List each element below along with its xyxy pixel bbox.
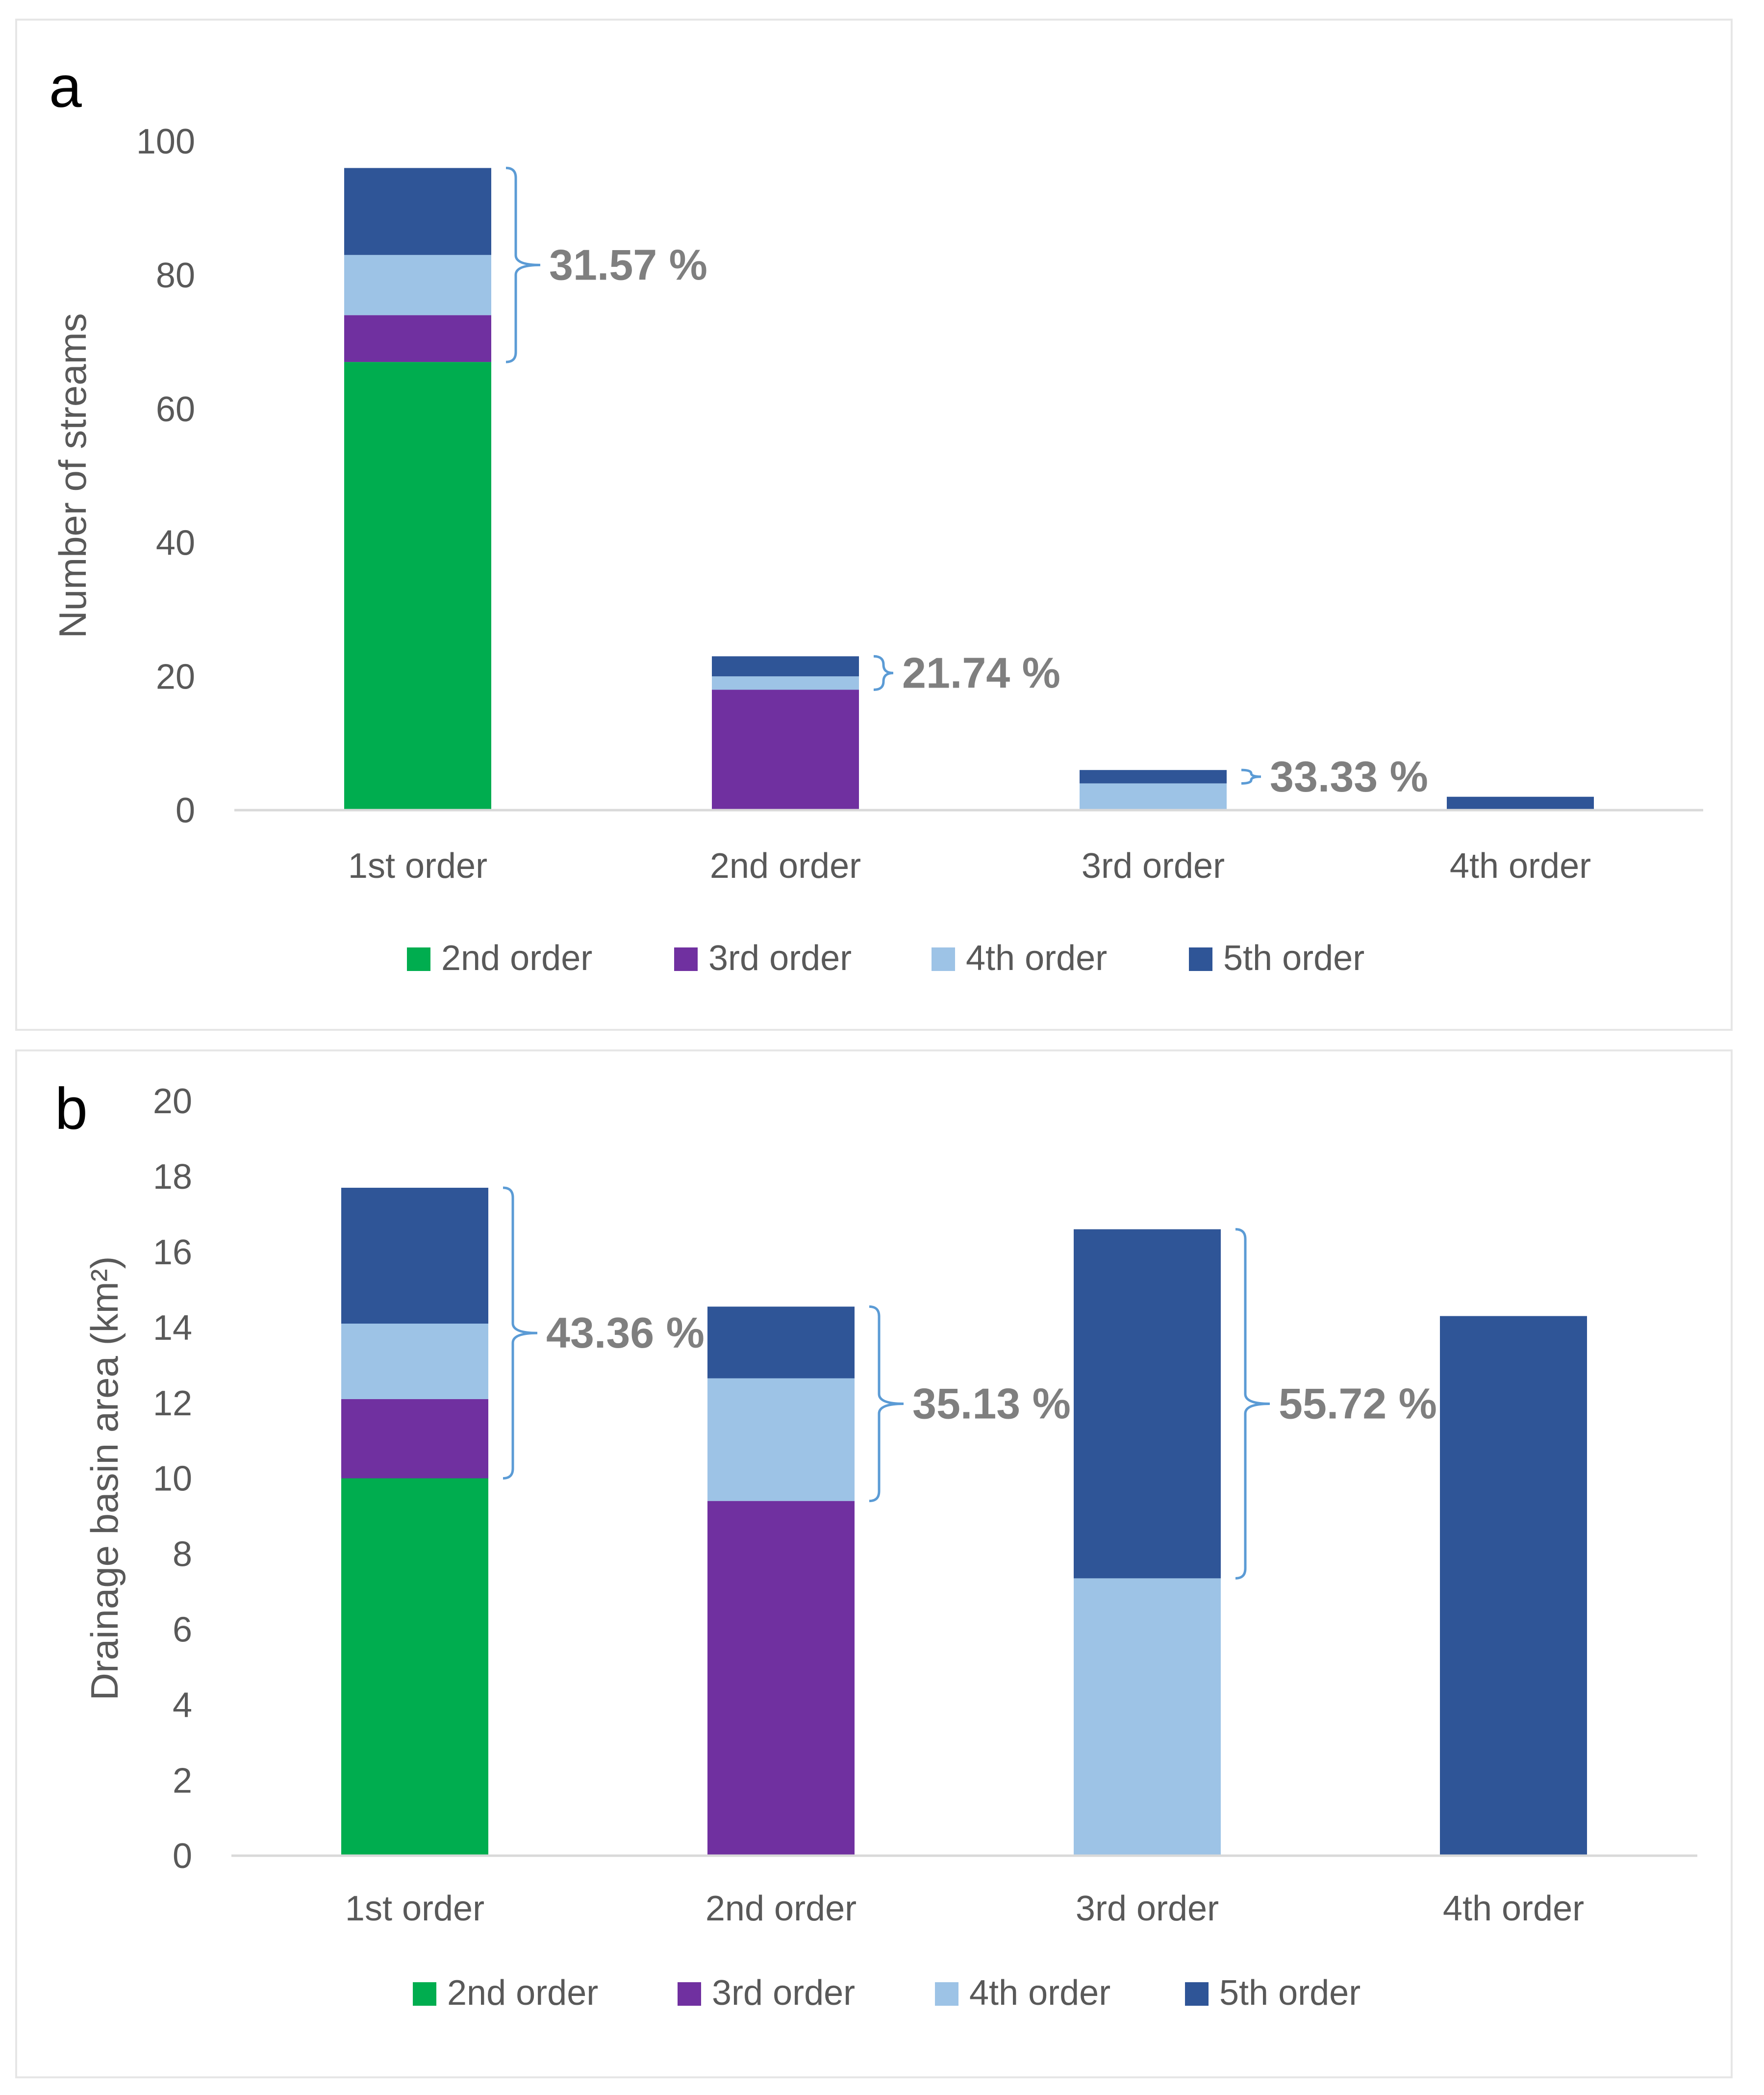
chart-b-legend-label-5th-order: 5th order: [1219, 1973, 1361, 2013]
chart-a-panel-border: [15, 19, 1733, 1031]
chart-b-bar-2nd-order-5th-order: [707, 1306, 855, 1379]
chart-b-panel-label: b: [55, 1076, 88, 1142]
chart-b-y-tick-label: 2: [173, 1761, 192, 1800]
chart-a-bar-2nd-order-5th-order: [712, 656, 859, 677]
chart-b-bar-1st-order-2nd-order: [341, 1478, 488, 1856]
chart-a-bar-1st-order-4th-order: [344, 255, 491, 315]
chart-b-bar-1st-order-4th-order: [341, 1324, 488, 1399]
chart-b-x-tick-label: 2nd order: [706, 1889, 857, 1928]
chart-a-legend-swatch-2nd-order: [407, 947, 430, 971]
chart-a-y-tick-label: 40: [156, 524, 195, 563]
chart-b-annotation-brace: [869, 1305, 904, 1503]
chart-b-bar-4th-order-5th-order: [1440, 1316, 1587, 1856]
chart-a-y-tick-label: 0: [176, 791, 195, 830]
chart-a-legend-swatch-4th-order: [932, 947, 955, 971]
chart-b-legend-swatch-4th-order: [935, 1982, 958, 2006]
chart-a-legend-swatch-3rd-order: [674, 947, 698, 971]
chart-b-annotation-label: 55.72 %: [1279, 1380, 1437, 1428]
chart-b-bar-2nd-order-3rd-order: [707, 1501, 855, 1856]
chart-b-y-tick-label: 12: [153, 1384, 192, 1423]
chart-a-x-tick-label: 2nd order: [710, 846, 861, 886]
chart-b-y-tick-label: 6: [173, 1610, 192, 1650]
chart-a-x-tick-label: 1st order: [348, 846, 487, 886]
chart-b-y-axis-label: Drainage basin area (km²): [83, 1256, 126, 1700]
chart-a-annotation-label: 31.57 %: [549, 240, 707, 289]
chart-a-y-tick-label: 60: [156, 390, 195, 429]
chart-b-annotation-brace: [1235, 1228, 1270, 1580]
chart-b-annotation-brace: [503, 1186, 538, 1480]
chart-b-y-tick-label: 14: [153, 1308, 192, 1348]
chart-b-bar-1st-order-5th-order: [341, 1187, 488, 1324]
chart-a-bar-1st-order-5th-order: [344, 168, 491, 255]
chart-a-annotation-brace: [1241, 768, 1261, 785]
chart-b-legend-label-3rd-order: 3rd order: [712, 1973, 855, 2013]
chart-a-annotation-label: 33.33 %: [1270, 752, 1428, 801]
chart-a-bar-3rd-order-4th-order: [1080, 783, 1227, 810]
chart-b-y-tick-label: 4: [173, 1686, 192, 1725]
chart-a-panel: a 0 20 40 60 80 100 Number of streams 1st order 2…: [15, 19, 1733, 1031]
chart-b-bar-3rd-order-4th-order: [1074, 1578, 1221, 1856]
chart-a-annotation-brace: [873, 655, 894, 691]
chart-a-legend-label-2nd-order: 2nd order: [441, 939, 592, 978]
chart-a-annotation-label: 21.74 %: [902, 648, 1060, 697]
chart-b-bar-3rd-order-5th-order: [1074, 1229, 1221, 1579]
chart-b-legend-swatch-3rd-order: [678, 1982, 701, 2006]
chart-a-bar-4th-order-5th-order: [1447, 796, 1594, 810]
chart-a-y-tick-label: 100: [136, 122, 195, 161]
chart-a-bar-1st-order-3rd-order: [344, 315, 491, 362]
chart-b-x-tick-label: 4th order: [1443, 1889, 1584, 1928]
chart-a-legend-label-4th-order: 4th order: [966, 939, 1107, 978]
chart-a-bar-2nd-order-4th-order: [712, 676, 859, 690]
chart-a-bar-1st-order-2nd-order: [344, 362, 491, 810]
chart-b-bar-1st-order-3rd-order: [341, 1399, 488, 1479]
chart-a-bar-3rd-order-5th-order: [1080, 770, 1227, 784]
chart-a-y-tick-label: 80: [156, 256, 195, 295]
chart-a-legend-label-3rd-order: 3rd order: [708, 939, 852, 978]
chart-a-x-tick-label: 3rd order: [1082, 846, 1225, 886]
chart-b-bar-2nd-order-4th-order: [707, 1378, 855, 1501]
chart-a-annotation-brace: [505, 167, 541, 363]
chart-a-legend-swatch-5th-order: [1189, 947, 1212, 971]
chart-b-x-tick-label: 3rd order: [1076, 1889, 1219, 1928]
chart-b-y-tick-label: 18: [153, 1157, 192, 1197]
chart-b-y-tick-label: 10: [153, 1459, 192, 1499]
chart-b-y-tick-label: 0: [173, 1837, 192, 1876]
chart-b-panel: b 0 2 4 6 8 10 12 14 16 18 20 Drainage basin area (k…: [15, 1049, 1733, 2078]
chart-b-legend-swatch-2nd-order: [413, 1982, 436, 2006]
chart-b-x-tick-label: 1st order: [345, 1889, 484, 1928]
chart-a-legend-label-5th-order: 5th order: [1223, 939, 1364, 978]
chart-b-legend-label-4th-order: 4th order: [969, 1973, 1110, 2013]
chart-a-x-tick-label: 4th order: [1450, 846, 1591, 886]
chart-b-y-tick-label: 8: [173, 1535, 192, 1574]
chart-b-y-tick-label: 16: [153, 1233, 192, 1272]
chart-a-y-axis-label: Number of streams: [51, 313, 94, 638]
chart-b-y-tick-label: 20: [153, 1082, 192, 1121]
chart-b-legend-label-2nd-order: 2nd order: [447, 1973, 598, 2013]
chart-a-panel-label: a: [49, 54, 82, 120]
chart-b-annotation-label: 43.36 %: [546, 1308, 705, 1357]
chart-a-y-tick-label: 20: [156, 657, 195, 696]
chart-a-bar-2nd-order-3rd-order: [712, 690, 859, 810]
chart-b-legend-swatch-5th-order: [1185, 1982, 1209, 2006]
chart-b-annotation-label: 35.13 %: [912, 1380, 1071, 1428]
